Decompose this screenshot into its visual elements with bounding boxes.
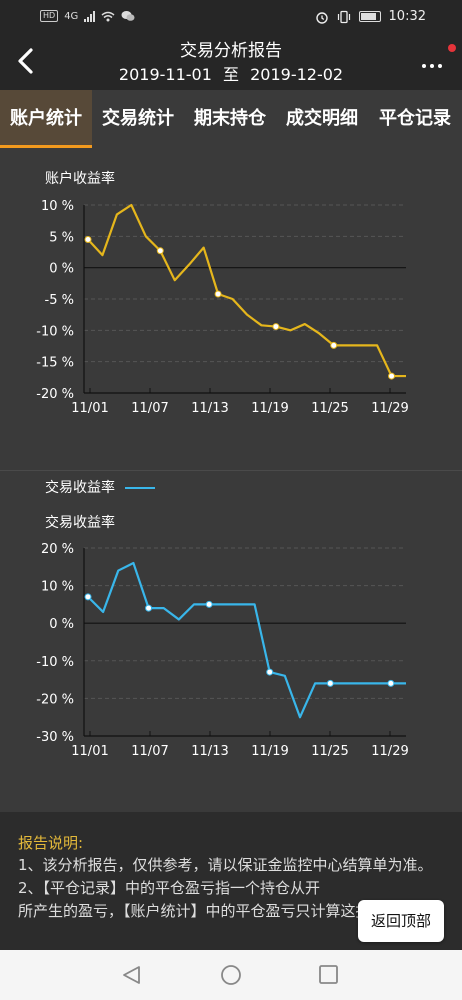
trade-legend: 交易收益率 <box>45 477 156 497</box>
data-point <box>387 679 395 687</box>
y-tick-label: -5 % <box>45 293 74 308</box>
nav-back-icon[interactable] <box>123 966 140 984</box>
nav-recents-icon[interactable] <box>319 965 338 984</box>
account-return-chart: 10 % 5 % 0 % -5 % -10 % -15 % -20 %11/01 11/07 1… <box>36 199 408 416</box>
trade-legend-label: 交易收益率 <box>45 480 115 496</box>
y-tick-label: 5 % <box>49 230 74 245</box>
x-tick-label: 11/13 <box>191 744 228 759</box>
data-point <box>326 679 334 687</box>
battery-icon <box>358 11 381 22</box>
series-line <box>87 203 406 378</box>
data-point <box>330 341 338 349</box>
vibrate-icon <box>337 10 350 23</box>
x-tick-label: 11/01 <box>71 744 108 759</box>
alarm-icon <box>315 11 328 24</box>
notes-title: 报告说明: <box>18 834 84 852</box>
data-point <box>266 668 274 676</box>
account-chart-title: 账户收益率 <box>45 171 115 187</box>
x-tick-label: 11/07 <box>131 744 168 759</box>
x-tick-label: 11/13 <box>191 401 228 416</box>
x-tick-label: 11/29 <box>371 744 408 759</box>
y-tick-label: -15 % <box>36 356 74 371</box>
more-icon[interactable] <box>420 52 446 72</box>
trade-return-chart: 20 % 10 % 0 % -10 % -20 % -30 %11/01 11/07 11/1… <box>36 542 408 759</box>
notes-line-2: 2、【平仓记录】中的平仓盈亏指一个持仓从开 <box>18 879 321 897</box>
title-bar: 交易分析报告 2019-11-01 至 2019-12-02 <box>0 36 462 90</box>
notification-dot <box>448 44 456 52</box>
trade-legend-swatch <box>125 487 156 489</box>
notes-line-1: 1、该分析报告，仅供参考，请以保证金监控中心结算单为准。 <box>18 856 433 874</box>
data-point <box>84 235 92 243</box>
hd-badge: HD <box>40 10 59 22</box>
tab-bar: 账户统计 交易统计 期末持仓 成交明细 平仓记录 <box>0 90 462 148</box>
x-tick-label: 11/07 <box>131 401 168 416</box>
trade-chart-title: 交易收益率 <box>45 515 115 531</box>
panel-divider <box>0 470 462 471</box>
date-to: 2019-12-02 <box>250 65 344 84</box>
y-tick-label: 10 % <box>41 199 74 214</box>
data-point <box>214 290 222 298</box>
tab-fills[interactable]: 成交明细 <box>286 108 358 129</box>
page-title: 交易分析报告 <box>180 41 282 61</box>
tab-close-records[interactable]: 平仓记录 <box>379 108 451 129</box>
y-tick-label: 0 % <box>49 617 74 632</box>
status-left: HD 4G <box>40 10 135 22</box>
x-tick-label: 11/19 <box>251 744 288 759</box>
nav-home-icon[interactable] <box>221 965 241 985</box>
y-tick-label: 0 % <box>49 262 74 277</box>
data-point <box>145 604 153 612</box>
series-line <box>87 561 406 719</box>
tab-positions[interactable]: 期末持仓 <box>194 108 266 129</box>
wifi-icon <box>101 11 115 21</box>
date-from: 2019-11-01 <box>118 65 212 84</box>
clock: 10:32 <box>388 9 426 24</box>
trade-return-panel: 交易收益率 交易收益率 20 % 10 % 0 % -10 % -20 % -30 % 11… <box>0 471 462 812</box>
y-tick-label: -10 % <box>36 655 74 670</box>
data-point <box>156 247 164 255</box>
status-right: 10:32 <box>315 9 426 24</box>
data-point <box>84 593 92 601</box>
back-arrow-icon[interactable] <box>12 46 42 76</box>
y-tick-label: -30 % <box>36 730 74 745</box>
x-tick-label: 11/25 <box>311 744 348 759</box>
y-tick-label: -20 % <box>36 387 74 402</box>
network-label: 4G <box>64 10 79 22</box>
tab-trade-stats[interactable]: 交易统计 <box>102 108 174 129</box>
status-bar: HD 4G 10:32 <box>0 0 462 36</box>
x-tick-label: 11/19 <box>251 401 288 416</box>
data-point <box>388 372 396 380</box>
system-nav-bar <box>0 950 462 1000</box>
data-point <box>205 600 213 608</box>
wechat-icon <box>121 11 135 21</box>
x-tick-label: 11/29 <box>371 401 408 416</box>
back-to-top-button[interactable]: 返回顶部 <box>358 900 444 942</box>
date-separator: 至 <box>222 65 239 84</box>
data-point <box>272 323 280 331</box>
date-range: 2019-11-01 至 2019-12-02 <box>0 64 462 86</box>
y-tick-label: 10 % <box>41 580 74 595</box>
x-tick-label: 11/01 <box>71 401 108 416</box>
tab-account-stats[interactable]: 账户统计 <box>0 90 92 148</box>
y-tick-label: -20 % <box>36 692 74 707</box>
account-return-panel: 账户收益率 10 % 5 % 0 % -5 % -10 % -15 % -20 % 11/01… <box>0 148 462 470</box>
notes-line-3: 所产生的盈亏，【账户统计】中的平仓盈亏只计算这报 <box>18 902 371 920</box>
y-tick-label: -10 % <box>36 324 74 339</box>
x-tick-label: 11/25 <box>311 401 348 416</box>
y-tick-label: 20 % <box>41 542 74 557</box>
signal-icon <box>84 10 96 22</box>
